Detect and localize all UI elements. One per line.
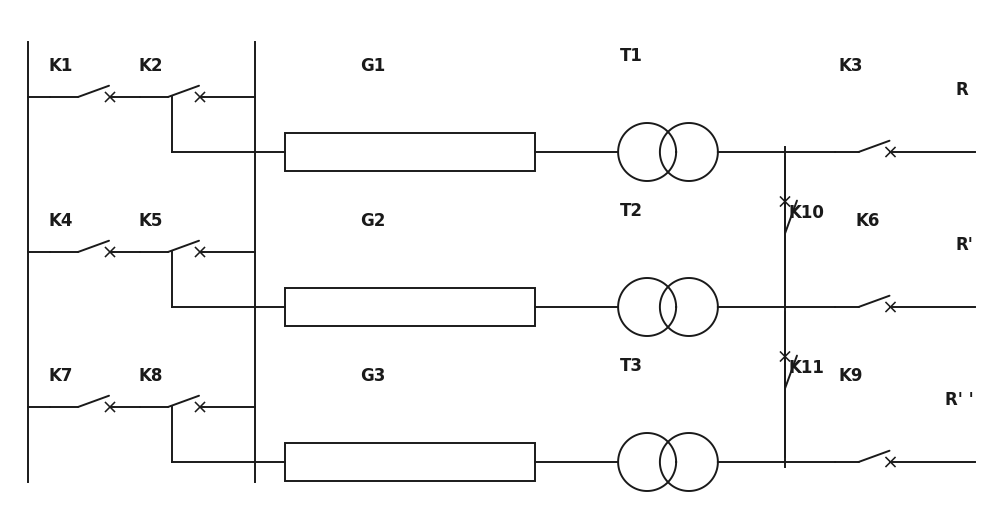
Text: K7: K7 [48, 367, 72, 385]
Text: T2: T2 [620, 202, 643, 220]
Text: G2: G2 [360, 212, 385, 230]
Text: K3: K3 [838, 57, 863, 75]
Text: K1: K1 [48, 57, 72, 75]
Text: K8: K8 [138, 367, 162, 385]
Text: K2: K2 [138, 57, 162, 75]
Text: G3: G3 [360, 367, 385, 385]
Text: R' ': R' ' [945, 391, 974, 409]
Text: G1: G1 [360, 57, 385, 75]
Text: T1: T1 [620, 47, 643, 65]
Text: K4: K4 [48, 212, 72, 230]
Text: K9: K9 [838, 367, 863, 385]
Text: K10: K10 [788, 204, 824, 222]
Bar [285, 288, 535, 326]
Text: K6: K6 [855, 212, 879, 230]
Text: R': R' [955, 236, 973, 254]
Text: K5: K5 [138, 212, 162, 230]
Bar [285, 133, 535, 171]
Text: K11: K11 [788, 359, 824, 377]
Bar [285, 443, 535, 481]
Text: R: R [955, 81, 968, 99]
Text: T3: T3 [620, 357, 643, 375]
